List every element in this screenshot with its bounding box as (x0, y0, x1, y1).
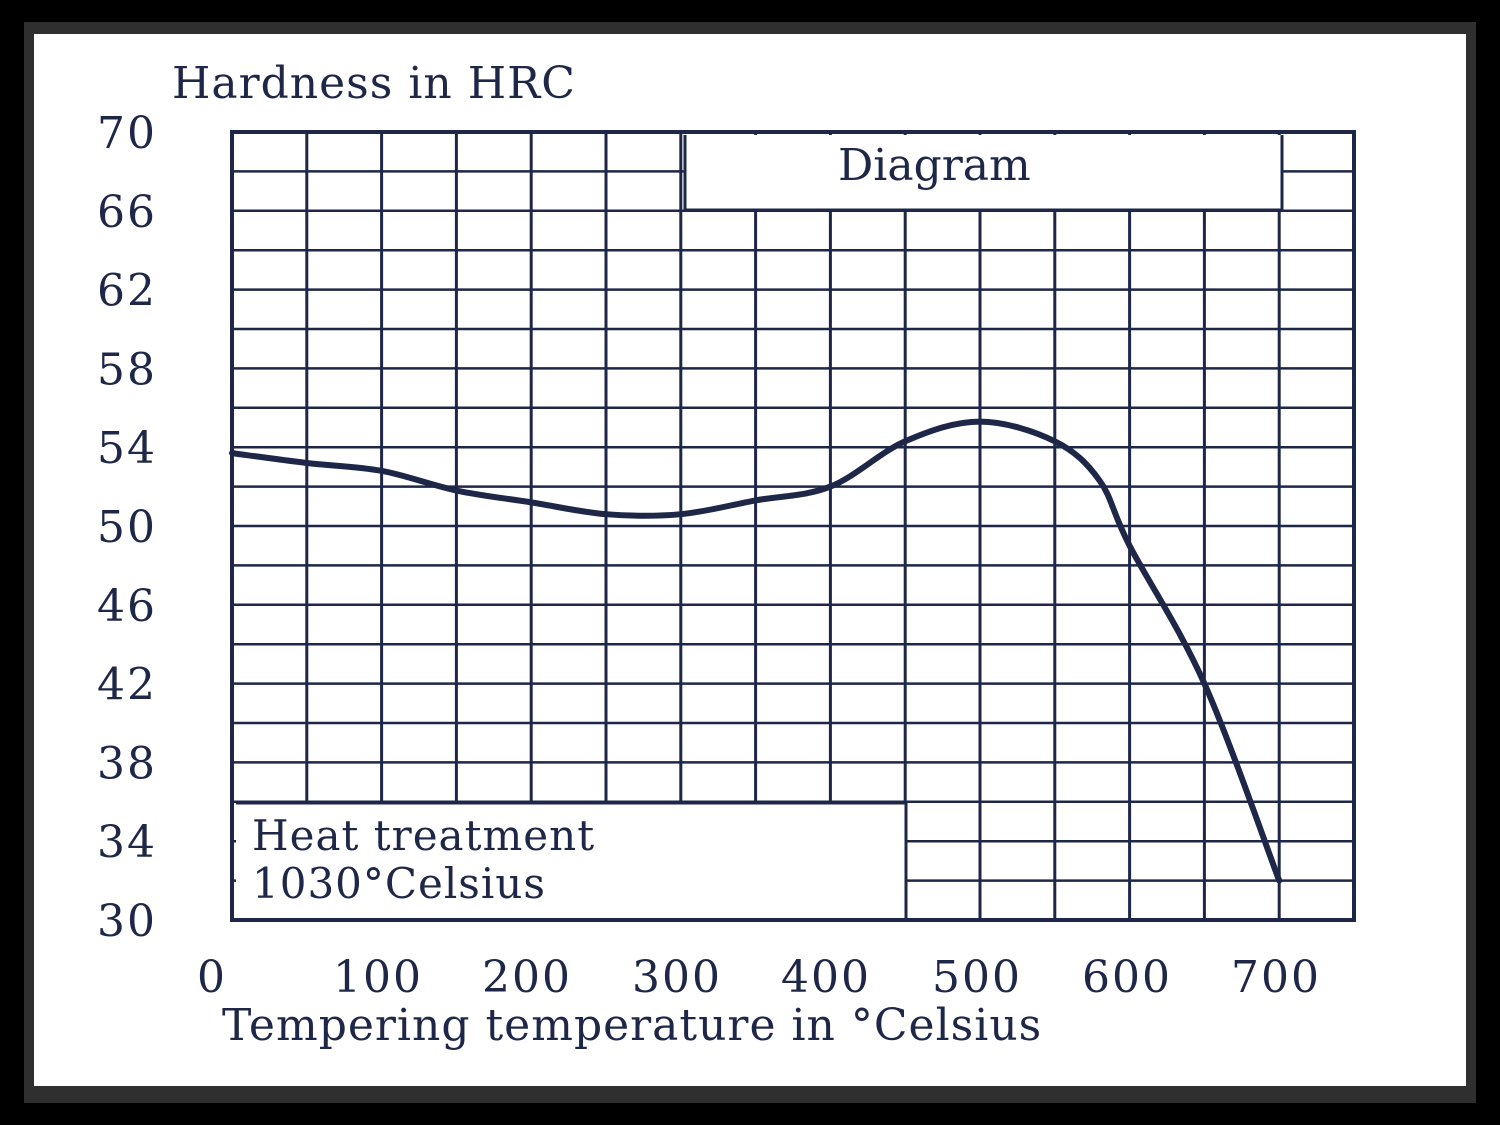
y-tick-label: 34 (97, 817, 157, 868)
y-tick-label: 30 (97, 896, 157, 947)
heat-treatment-box (236, 803, 906, 918)
diagram-label: Diagram (838, 140, 1031, 191)
plot-border (230, 130, 1356, 922)
y-tick-label: 70 (97, 108, 157, 159)
y-tick-label: 50 (97, 502, 157, 553)
y-tick-label: 46 (97, 581, 157, 632)
x-tick-label: 0 (197, 952, 227, 1003)
y-tick-label: 58 (97, 344, 157, 395)
x-tick-label: 700 (1231, 952, 1321, 1003)
y-axis-title: Hardness in HRC (172, 58, 576, 109)
y-tick-label: 54 (97, 423, 157, 474)
annotation-boxes (236, 135, 1284, 918)
x-tick-label: 200 (482, 952, 572, 1003)
y-tick-label: 38 (97, 738, 157, 789)
x-tick-label: 300 (632, 952, 722, 1003)
diagram-label-box (685, 135, 1282, 210)
y-tick-label: 62 (97, 266, 157, 317)
x-tick-label: 600 (1082, 952, 1172, 1003)
x-tick-label: 500 (932, 952, 1022, 1003)
hardness-curve (229, 418, 1283, 884)
data-series (229, 418, 1283, 884)
heat-treatment-label: Heat treatment (252, 811, 595, 860)
x-tick-label: 400 (781, 952, 871, 1003)
heat-treatment-temperature: 1030°Celsius (252, 859, 546, 908)
y-tick-label: 42 (97, 660, 157, 711)
y-tick-label: 66 (97, 187, 157, 238)
x-axis-title: Tempering temperature in °Celsius (222, 1000, 1042, 1051)
x-tick-label: 100 (333, 952, 423, 1003)
